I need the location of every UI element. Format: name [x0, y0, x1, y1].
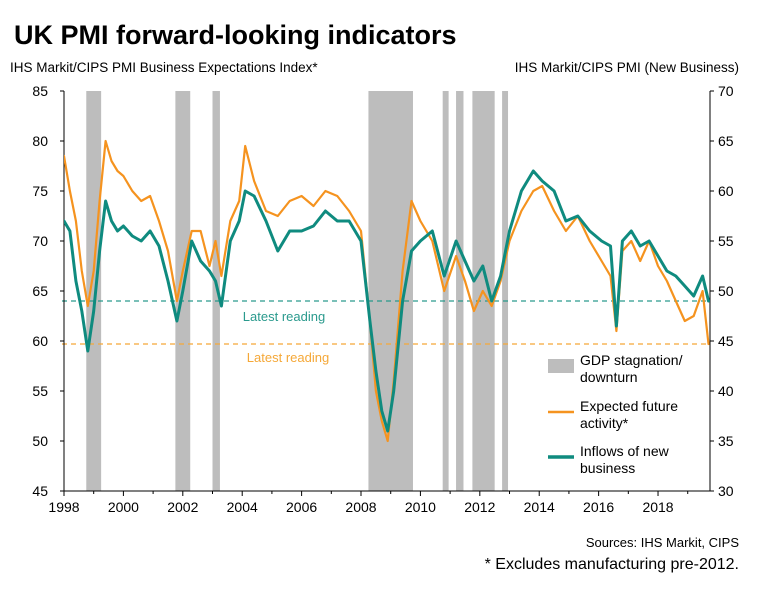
x-tick-label-7: 2012 — [464, 499, 495, 515]
y-right-tick-label-2: 40 — [718, 383, 734, 399]
x-tick-label-0: 1998 — [48, 499, 79, 515]
legend-label-0-line2: downturn — [580, 369, 638, 385]
y-right-tick-label-3: 45 — [718, 333, 734, 349]
reference-label-0: Latest reading — [247, 350, 329, 365]
x-tick-label-5: 2008 — [345, 499, 376, 515]
x-tick-label-4: 2006 — [286, 499, 317, 515]
legend-swatch-shade — [548, 359, 574, 373]
y-right-tick-label-0: 30 — [718, 483, 734, 499]
x-tick-label-9: 2016 — [583, 499, 614, 515]
y-left-tick-label-5: 70 — [32, 233, 48, 249]
y-left-tick-label-3: 60 — [32, 333, 48, 349]
shaded-period-2 — [212, 91, 220, 491]
legend-label-1-line1: Expected future — [580, 398, 678, 414]
shaded-period-4 — [442, 91, 449, 491]
chart-title: UK PMI forward-looking indicators — [14, 20, 457, 50]
legend: GDP stagnation/downturn Expected futureac… — [548, 352, 683, 476]
legend-label-2-line1: Inflows of new — [580, 443, 670, 459]
y-right-tick-label-1: 35 — [718, 433, 734, 449]
y-left-tick-label-0: 45 — [32, 483, 48, 499]
series-line-inflows — [64, 169, 710, 433]
y-left-tick-label-8: 85 — [32, 83, 48, 99]
y-left-tick-label-2: 55 — [32, 383, 48, 399]
y-right-tick-label-5: 55 — [718, 233, 734, 249]
y-left-tick-label-1: 50 — [32, 433, 48, 449]
y-right-tick-label-8: 70 — [718, 83, 734, 99]
y-left-tick-label-4: 65 — [32, 283, 48, 299]
x-tick-label-8: 2014 — [524, 499, 555, 515]
series-lines — [64, 139, 710, 443]
legend-label-1-line2: activity* — [580, 415, 629, 431]
x-tick-label-2: 2002 — [167, 499, 198, 515]
x-tick-label-1: 2000 — [108, 499, 139, 515]
source-note: Sources: IHS Markit, CIPS — [585, 535, 739, 550]
footnote: * Excludes manufacturing pre-2012. — [484, 556, 739, 573]
right-axis-title: IHS Markit/CIPS PMI (New Business) — [514, 60, 739, 75]
y-right-tick-label-4: 50 — [718, 283, 734, 299]
reference-label-1: Latest reading — [243, 309, 325, 324]
left-axis-title: IHS Markit/CIPS PMI Business Expectation… — [10, 60, 318, 75]
legend-label-0-line1: GDP stagnation/ — [580, 352, 683, 368]
reference-lines: Latest reading Latest reading — [62, 300, 710, 365]
axes: 1998 2000 2002 2004 2006 2008 2010 2012 2014 2016… — [32, 83, 733, 515]
y-left-tick-label-7: 80 — [32, 133, 48, 149]
y-right-tick-label-6: 60 — [718, 183, 734, 199]
shaded-period-3 — [368, 91, 413, 491]
shaded-period-7 — [502, 91, 509, 491]
y-left-tick-label-6: 75 — [32, 183, 48, 199]
x-tick-label-6: 2010 — [405, 499, 436, 515]
shaded-period-0 — [86, 91, 102, 491]
shaded-period-5 — [456, 91, 464, 491]
legend-label-2-line2: business — [580, 460, 635, 476]
y-right-tick-label-7: 65 — [718, 133, 734, 149]
x-tick-label-10: 2018 — [642, 499, 673, 515]
x-tick-label-3: 2004 — [227, 499, 258, 515]
